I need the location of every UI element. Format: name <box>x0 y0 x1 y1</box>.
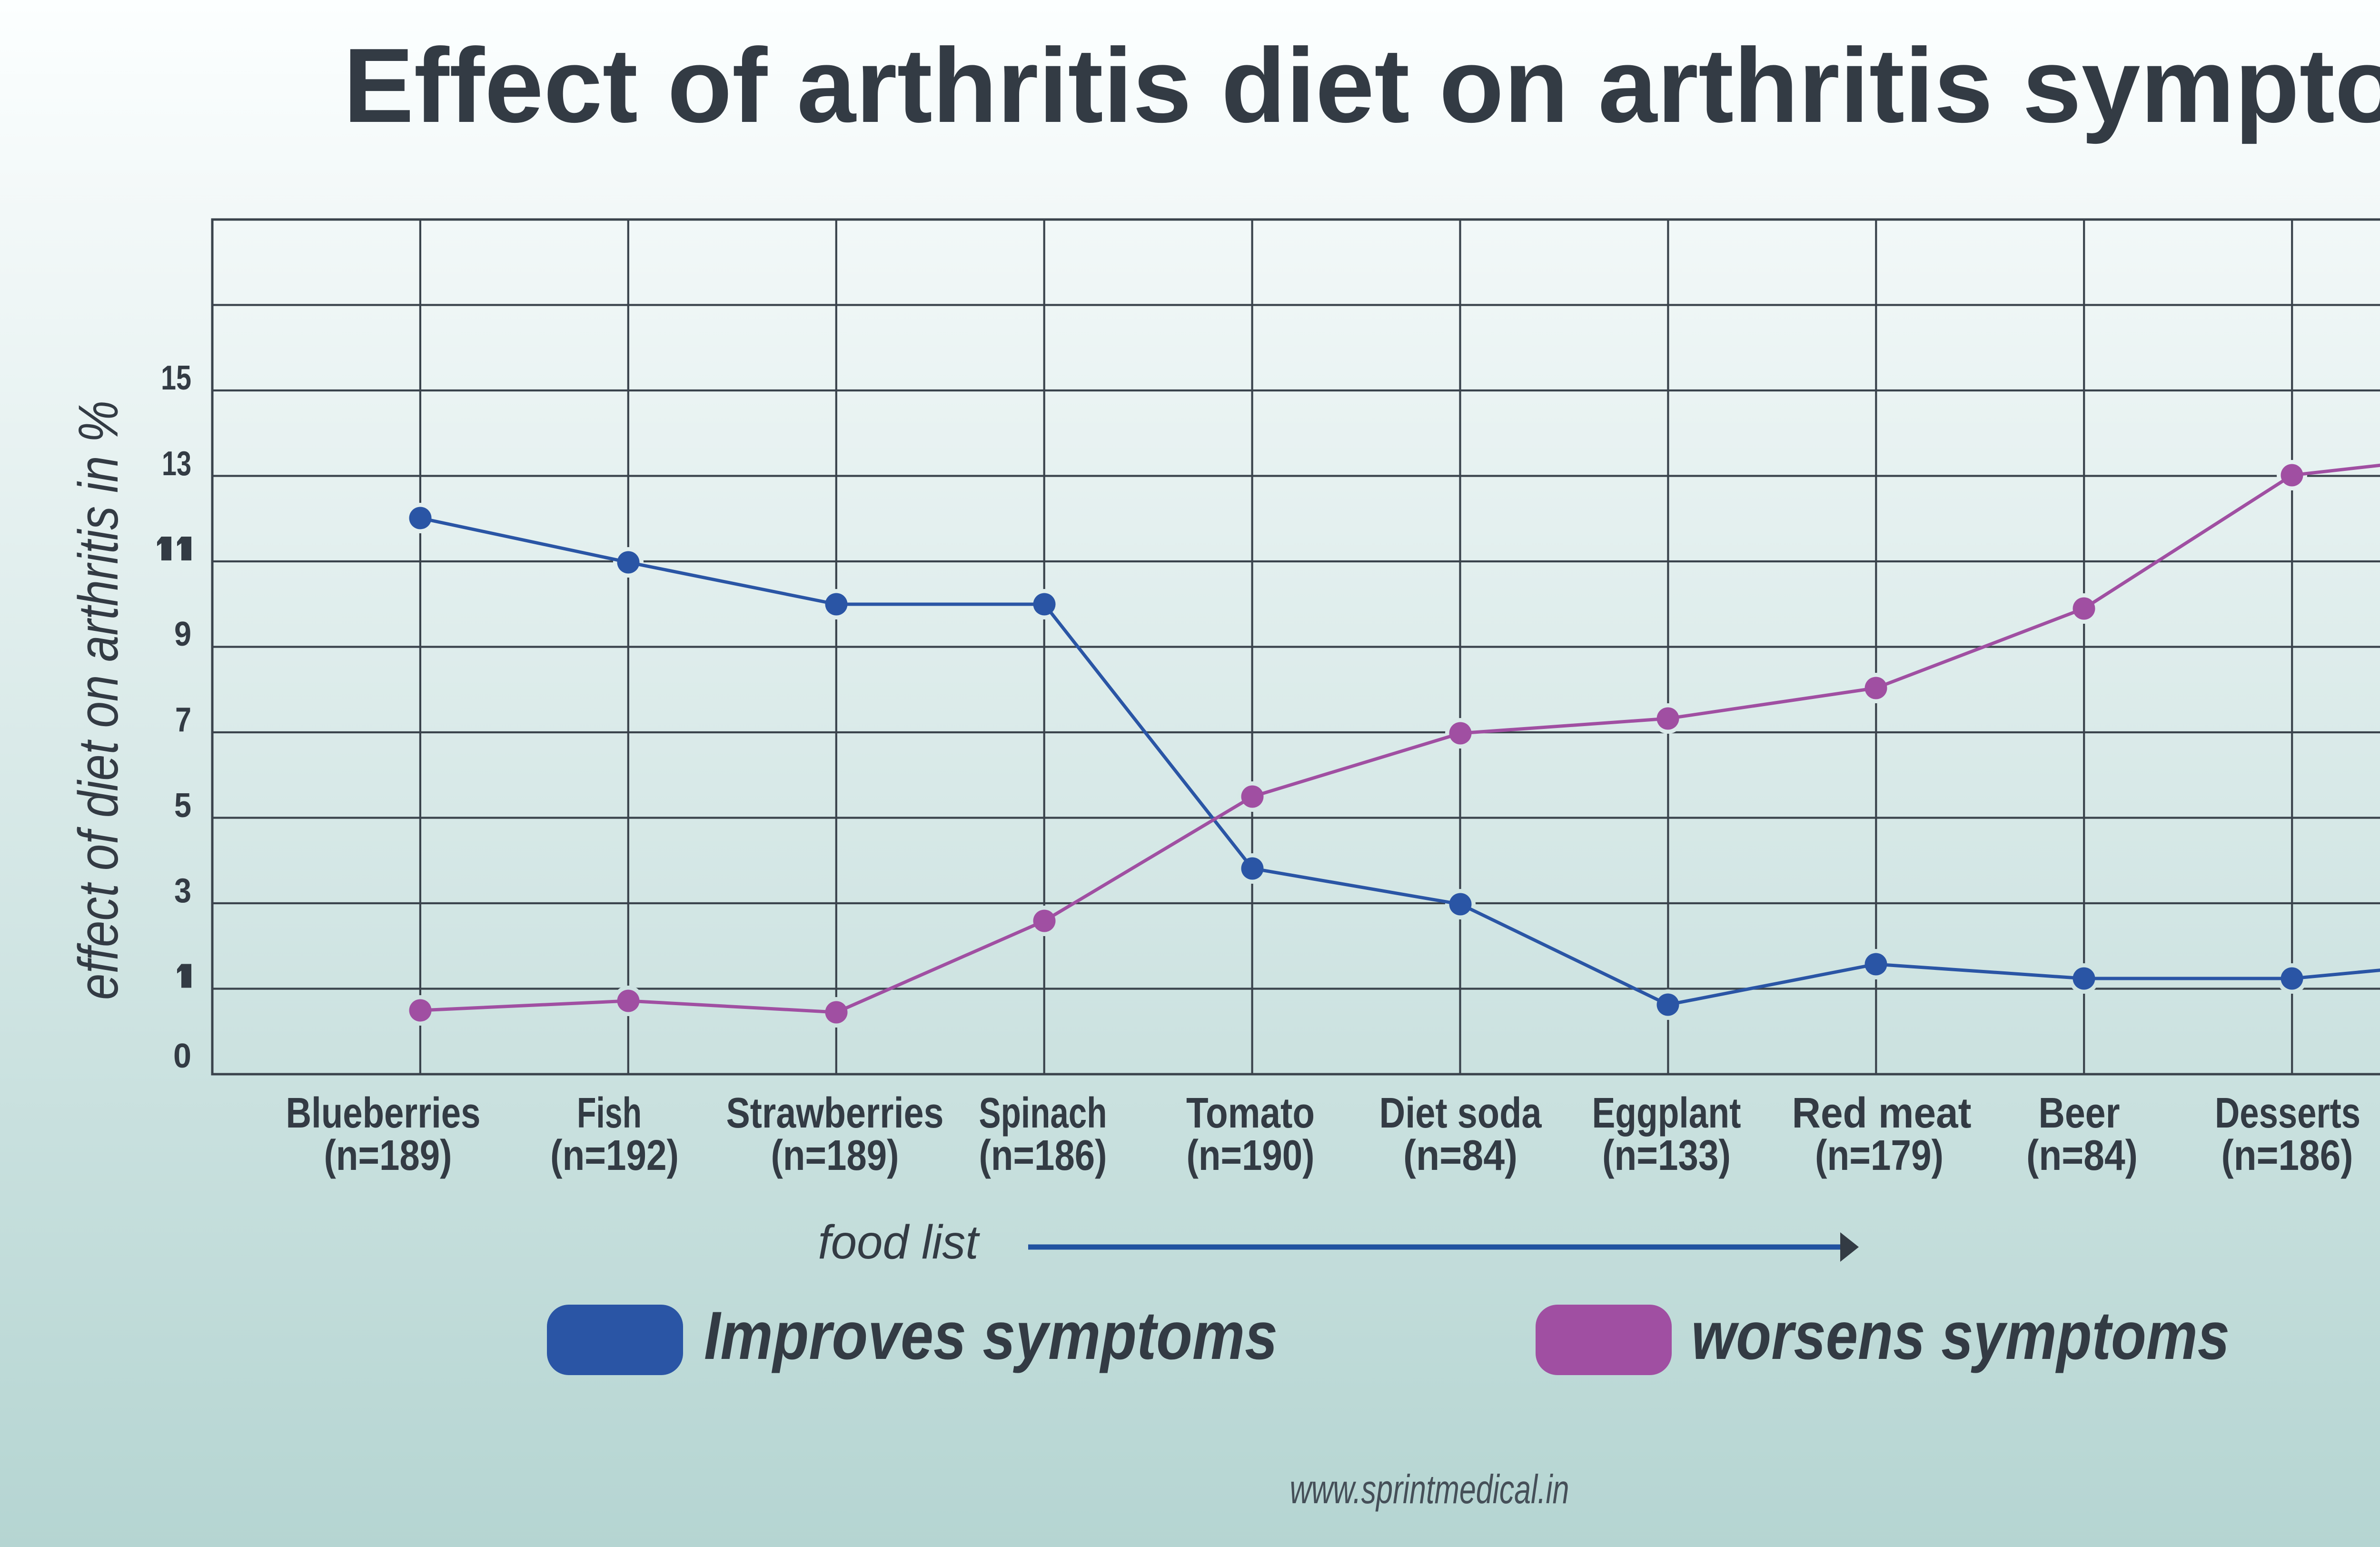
svg-text:Desserts: Desserts <box>2215 1089 2360 1137</box>
svg-text:Blueberries: Blueberries <box>286 1089 481 1137</box>
svg-text:13: 13 <box>162 445 191 483</box>
svg-text:(n=189): (n=189) <box>324 1132 452 1179</box>
svg-text:(n=84): (n=84) <box>1403 1132 1517 1179</box>
svg-text:worsens symptoms: worsens symptoms <box>1691 1298 2230 1374</box>
svg-text:(n=192): (n=192) <box>550 1132 679 1179</box>
svg-text:Spinach: Spinach <box>979 1089 1107 1137</box>
svg-text:7: 7 <box>175 701 191 739</box>
svg-text:Eggplant: Eggplant <box>1592 1089 1741 1137</box>
svg-text:3: 3 <box>174 872 191 910</box>
svg-text:Fish: Fish <box>577 1089 642 1137</box>
svg-text:9: 9 <box>174 615 191 653</box>
svg-text:(n=133): (n=133) <box>1602 1132 1731 1179</box>
svg-text:Diet soda: Diet soda <box>1379 1089 1542 1137</box>
svg-text:Beer: Beer <box>2039 1089 2120 1137</box>
svg-text:(n=84): (n=84) <box>2026 1132 2138 1179</box>
svg-text:food list: food list <box>818 1216 981 1269</box>
svg-text:5: 5 <box>174 787 191 825</box>
svg-text:15: 15 <box>161 359 191 397</box>
svg-text:effect of diet on arthritis in: effect of diet on arthritis in % <box>67 400 130 1000</box>
svg-text:Strawberries: Strawberries <box>726 1089 944 1137</box>
svg-text:(n=186): (n=186) <box>2221 1132 2353 1179</box>
svg-text:(n=186): (n=186) <box>979 1132 1107 1179</box>
svg-text:Effect of arthritis diet on ar: Effect of arthritis diet on arthritis sy… <box>343 27 2380 145</box>
svg-text:0: 0 <box>173 1037 191 1075</box>
svg-text:Tomato: Tomato <box>1186 1089 1315 1137</box>
svg-text:Improves symptoms: Improves symptoms <box>704 1298 1278 1374</box>
svg-text:(n=189): (n=189) <box>771 1132 899 1179</box>
svg-text:(n=179): (n=179) <box>1815 1132 1944 1179</box>
svg-text:(n=190): (n=190) <box>1187 1132 1315 1179</box>
svg-text:Red meat: Red meat <box>1792 1089 1972 1137</box>
svg-text:www.sprintmedical.in: www.sprintmedical.in <box>1290 1467 1569 1512</box>
